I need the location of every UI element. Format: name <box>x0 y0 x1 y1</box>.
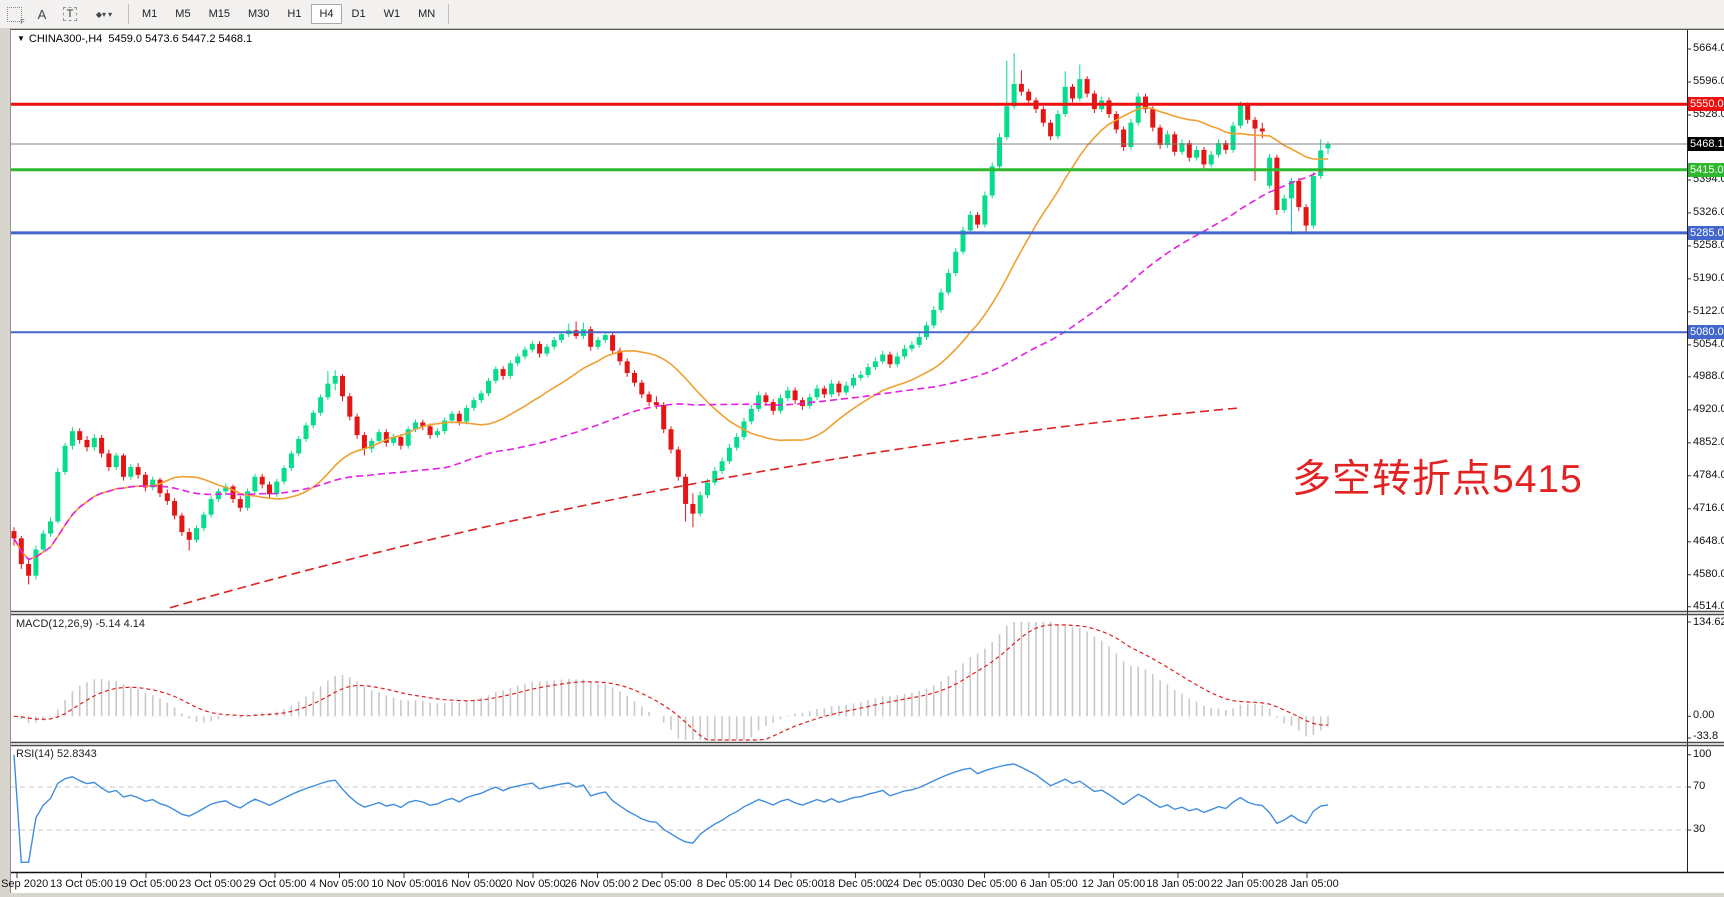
price-tick-label: 5258.0 <box>1693 238 1724 251</box>
price-tick-label: 4716.0 <box>1693 501 1724 514</box>
toolbar-separator <box>128 4 129 24</box>
chart-grid-icon[interactable] <box>2 3 26 26</box>
time-axis-label: 26 Nov 05:00 <box>564 878 631 890</box>
ma-fast-line <box>13 106 1328 561</box>
price-tick-label: 4648.0 <box>1693 534 1724 547</box>
time-axis-label: 10 Nov 05:00 <box>371 878 437 890</box>
chevron-down-icon: ▾ <box>108 9 113 19</box>
main-toolbar: A T ◆▾▾ M1 M5 M15 M30 H1 H4 D1 W1 MN <box>0 0 1724 29</box>
price-badge-5468.1: 5468.1 <box>1688 137 1724 151</box>
macd-histogram <box>20 622 1329 740</box>
timeframe-button-h4[interactable]: H4 <box>311 4 342 24</box>
timeframe-button-m15[interactable]: M15 <box>208 8 230 20</box>
time-axis-label: 24 Dec 05:00 <box>887 878 953 890</box>
time-axis-label: 20 Nov 05:00 <box>500 878 566 890</box>
timeframe-button-h1[interactable]: H1 <box>287 8 302 20</box>
trendline-red <box>169 407 1241 609</box>
time-axis-label: 4 Nov 05:00 <box>309 878 370 890</box>
time-axis-label: 23 Oct 05:00 <box>179 878 242 890</box>
price-tick-label: 4514.0 <box>1693 599 1724 612</box>
rsi-axis-70: 70 <box>1693 780 1706 792</box>
window-bottom-gutter <box>0 893 1724 897</box>
time-axis-label: 8 Dec 05:00 <box>696 878 757 890</box>
toolbar-separator <box>448 4 450 24</box>
time-axis-label: 13 Oct 05:00 <box>50 878 113 890</box>
text-label-icon[interactable]: T <box>58 3 82 25</box>
timeframe-button-m1[interactable]: M1 <box>142 8 158 20</box>
price-tick-label: 5326.0 <box>1693 205 1724 218</box>
macd-signal-line <box>13 624 1329 741</box>
time-axis-label: 28 Jan 05:00 <box>1275 878 1339 890</box>
time-axis-label: 6 Jan 05:00 <box>1020 878 1078 890</box>
macd-axis-zero: 0.00 <box>1693 709 1715 722</box>
time-axis-label: 19 Oct 05:00 <box>114 878 178 890</box>
time-axis-label: 18 Jan 05:00 <box>1146 878 1210 890</box>
rsi-line <box>13 754 1329 863</box>
price-badge-5550.0: 5550.0 <box>1688 97 1724 112</box>
chart-grid-glyph <box>6 6 25 26</box>
macd-axis-min: -33.8 <box>1693 730 1719 742</box>
price-tick-label: 4988.0 <box>1693 369 1724 382</box>
price-badge-5285.0: 5285.0 <box>1688 225 1724 240</box>
price-badge-5415.0: 5415.0 <box>1688 162 1724 177</box>
timeframe-button-mn[interactable]: MN <box>418 8 436 20</box>
ma-mid-line <box>13 166 1329 561</box>
candles-layer <box>11 53 1331 585</box>
time-axis-label: 22 Jan 05:00 <box>1210 878 1275 890</box>
time-axis-label: 2 Dec 05:00 <box>632 878 692 890</box>
time-axis-label: 29 Oct 05:00 <box>243 878 307 890</box>
time-axis-label: 12 Jan 05:00 <box>1081 878 1146 890</box>
price-tick-label: 5190.0 <box>1693 271 1724 284</box>
chart-ohlc-values: 5459.0 5473.6 5447.2 5468.1 <box>108 33 253 45</box>
price-tick-label: 5596.0 <box>1693 74 1724 87</box>
timeframe-button-w1[interactable]: W1 <box>383 8 401 20</box>
chart-annotation-text: 多空转折点5415 <box>1292 458 1583 501</box>
rsi-indicator-label: RSI(14) 52.8343 <box>16 748 97 760</box>
macd-indicator-label: MACD(12,26,9) -5.14 4.14 <box>16 618 146 630</box>
rsi-axis-100: 100 <box>1693 747 1712 760</box>
timeframe-button-d1[interactable]: D1 <box>351 8 366 20</box>
timeframe-button-m5[interactable]: M5 <box>175 8 191 20</box>
time-axis-label: 14 Dec 05:00 <box>758 878 824 890</box>
price-tick-label: 5664.0 <box>1693 42 1724 54</box>
chart-title: ▼ CHINA300-,H4 5459.0 5473.6 5447.2 5468.… <box>17 33 252 45</box>
price-tick-label: 5122.0 <box>1693 304 1724 317</box>
timeframe-button-m30[interactable]: M30 <box>247 8 270 20</box>
time-axis-label: 29 Sep 2020 <box>0 878 49 890</box>
price-tick-label: 5054.0 <box>1693 337 1724 350</box>
macd-axis-max: 134.62 <box>1693 616 1724 628</box>
chevron-down-icon: ▼ <box>17 34 25 43</box>
price-badge-5080.0: 5080.0 <box>1688 325 1724 340</box>
price-tick-label: 4852.0 <box>1693 435 1724 448</box>
time-axis-label: 30 Dec 05:00 <box>951 878 1018 890</box>
price-tick-label: 4580.0 <box>1693 567 1724 580</box>
time-axis-label: 18 Dec 05:00 <box>822 878 889 890</box>
cursor-arrow-icon[interactable]: A <box>37 6 47 22</box>
window-left-gutter <box>0 28 11 897</box>
objects-icon[interactable]: ◆▾ ▾ <box>95 9 113 19</box>
rsi-axis-30: 30 <box>1693 823 1706 835</box>
chart-canvas-background[interactable] <box>11 29 1724 893</box>
price-tick-label: 4784.0 <box>1693 468 1724 481</box>
time-axis-label: 16 Nov 05:00 <box>435 878 502 890</box>
chart-symbol-period: CHINA300-,H4 <box>28 33 103 45</box>
price-tick-label: 4920.0 <box>1693 402 1724 415</box>
timeframe-button-group: M1 M5 M15 M30 H1 H4 D1 W1 MN <box>133 4 444 24</box>
